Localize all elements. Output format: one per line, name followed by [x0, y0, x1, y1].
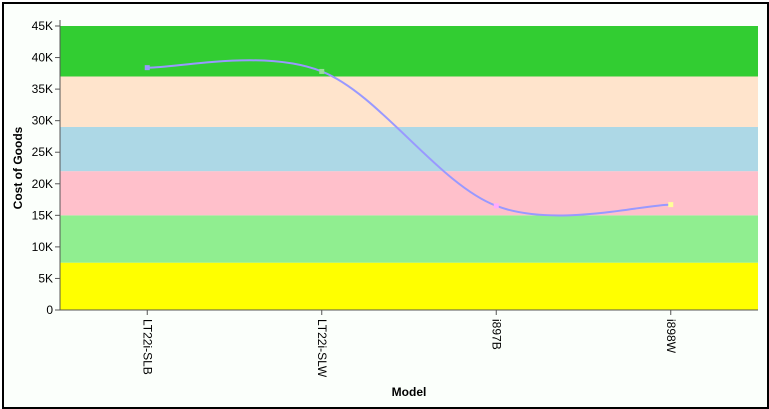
y-axis: 0 5K 10K 15K 20K 25K 30K 35K 40K 45K	[32, 19, 61, 317]
band-4	[60, 76, 758, 127]
y-tick-label: 10K	[32, 240, 53, 254]
band-5	[60, 26, 758, 77]
y-tick-label: 30K	[32, 114, 53, 128]
data-point[interactable]	[144, 65, 150, 71]
data-point[interactable]	[668, 202, 674, 208]
y-tick-label: 25K	[32, 145, 53, 159]
y-tick-label: 35K	[32, 82, 53, 96]
series-line	[147, 59, 671, 217]
band-1	[60, 215, 758, 263]
y-axis-title: Cost of Goods	[11, 126, 25, 209]
band-3	[60, 126, 758, 172]
band-2	[60, 171, 758, 216]
y-tick-label: 45K	[32, 19, 53, 33]
y-tick-label: 15K	[32, 208, 53, 222]
x-axis-title: Model	[392, 385, 427, 399]
y-tick-label: 5K	[38, 271, 53, 285]
series-layer	[144, 59, 674, 217]
background-bands	[60, 26, 758, 310]
data-point[interactable]	[493, 203, 499, 209]
data-point[interactable]	[319, 68, 325, 74]
y-tick-label: 20K	[32, 177, 53, 191]
y-tick-label: 0	[46, 303, 53, 317]
x-tick-label: LT22i-SLW	[315, 319, 329, 378]
x-tick-label: LT22i-SLB	[140, 319, 154, 375]
x-tick-label: i897B	[489, 319, 503, 350]
x-tick-label: i898W	[664, 319, 678, 354]
y-tick-label: 40K	[32, 51, 53, 65]
x-axis: LT22i-SLB LT22i-SLW i897B i898W	[60, 309, 758, 378]
band-0	[60, 262, 758, 310]
